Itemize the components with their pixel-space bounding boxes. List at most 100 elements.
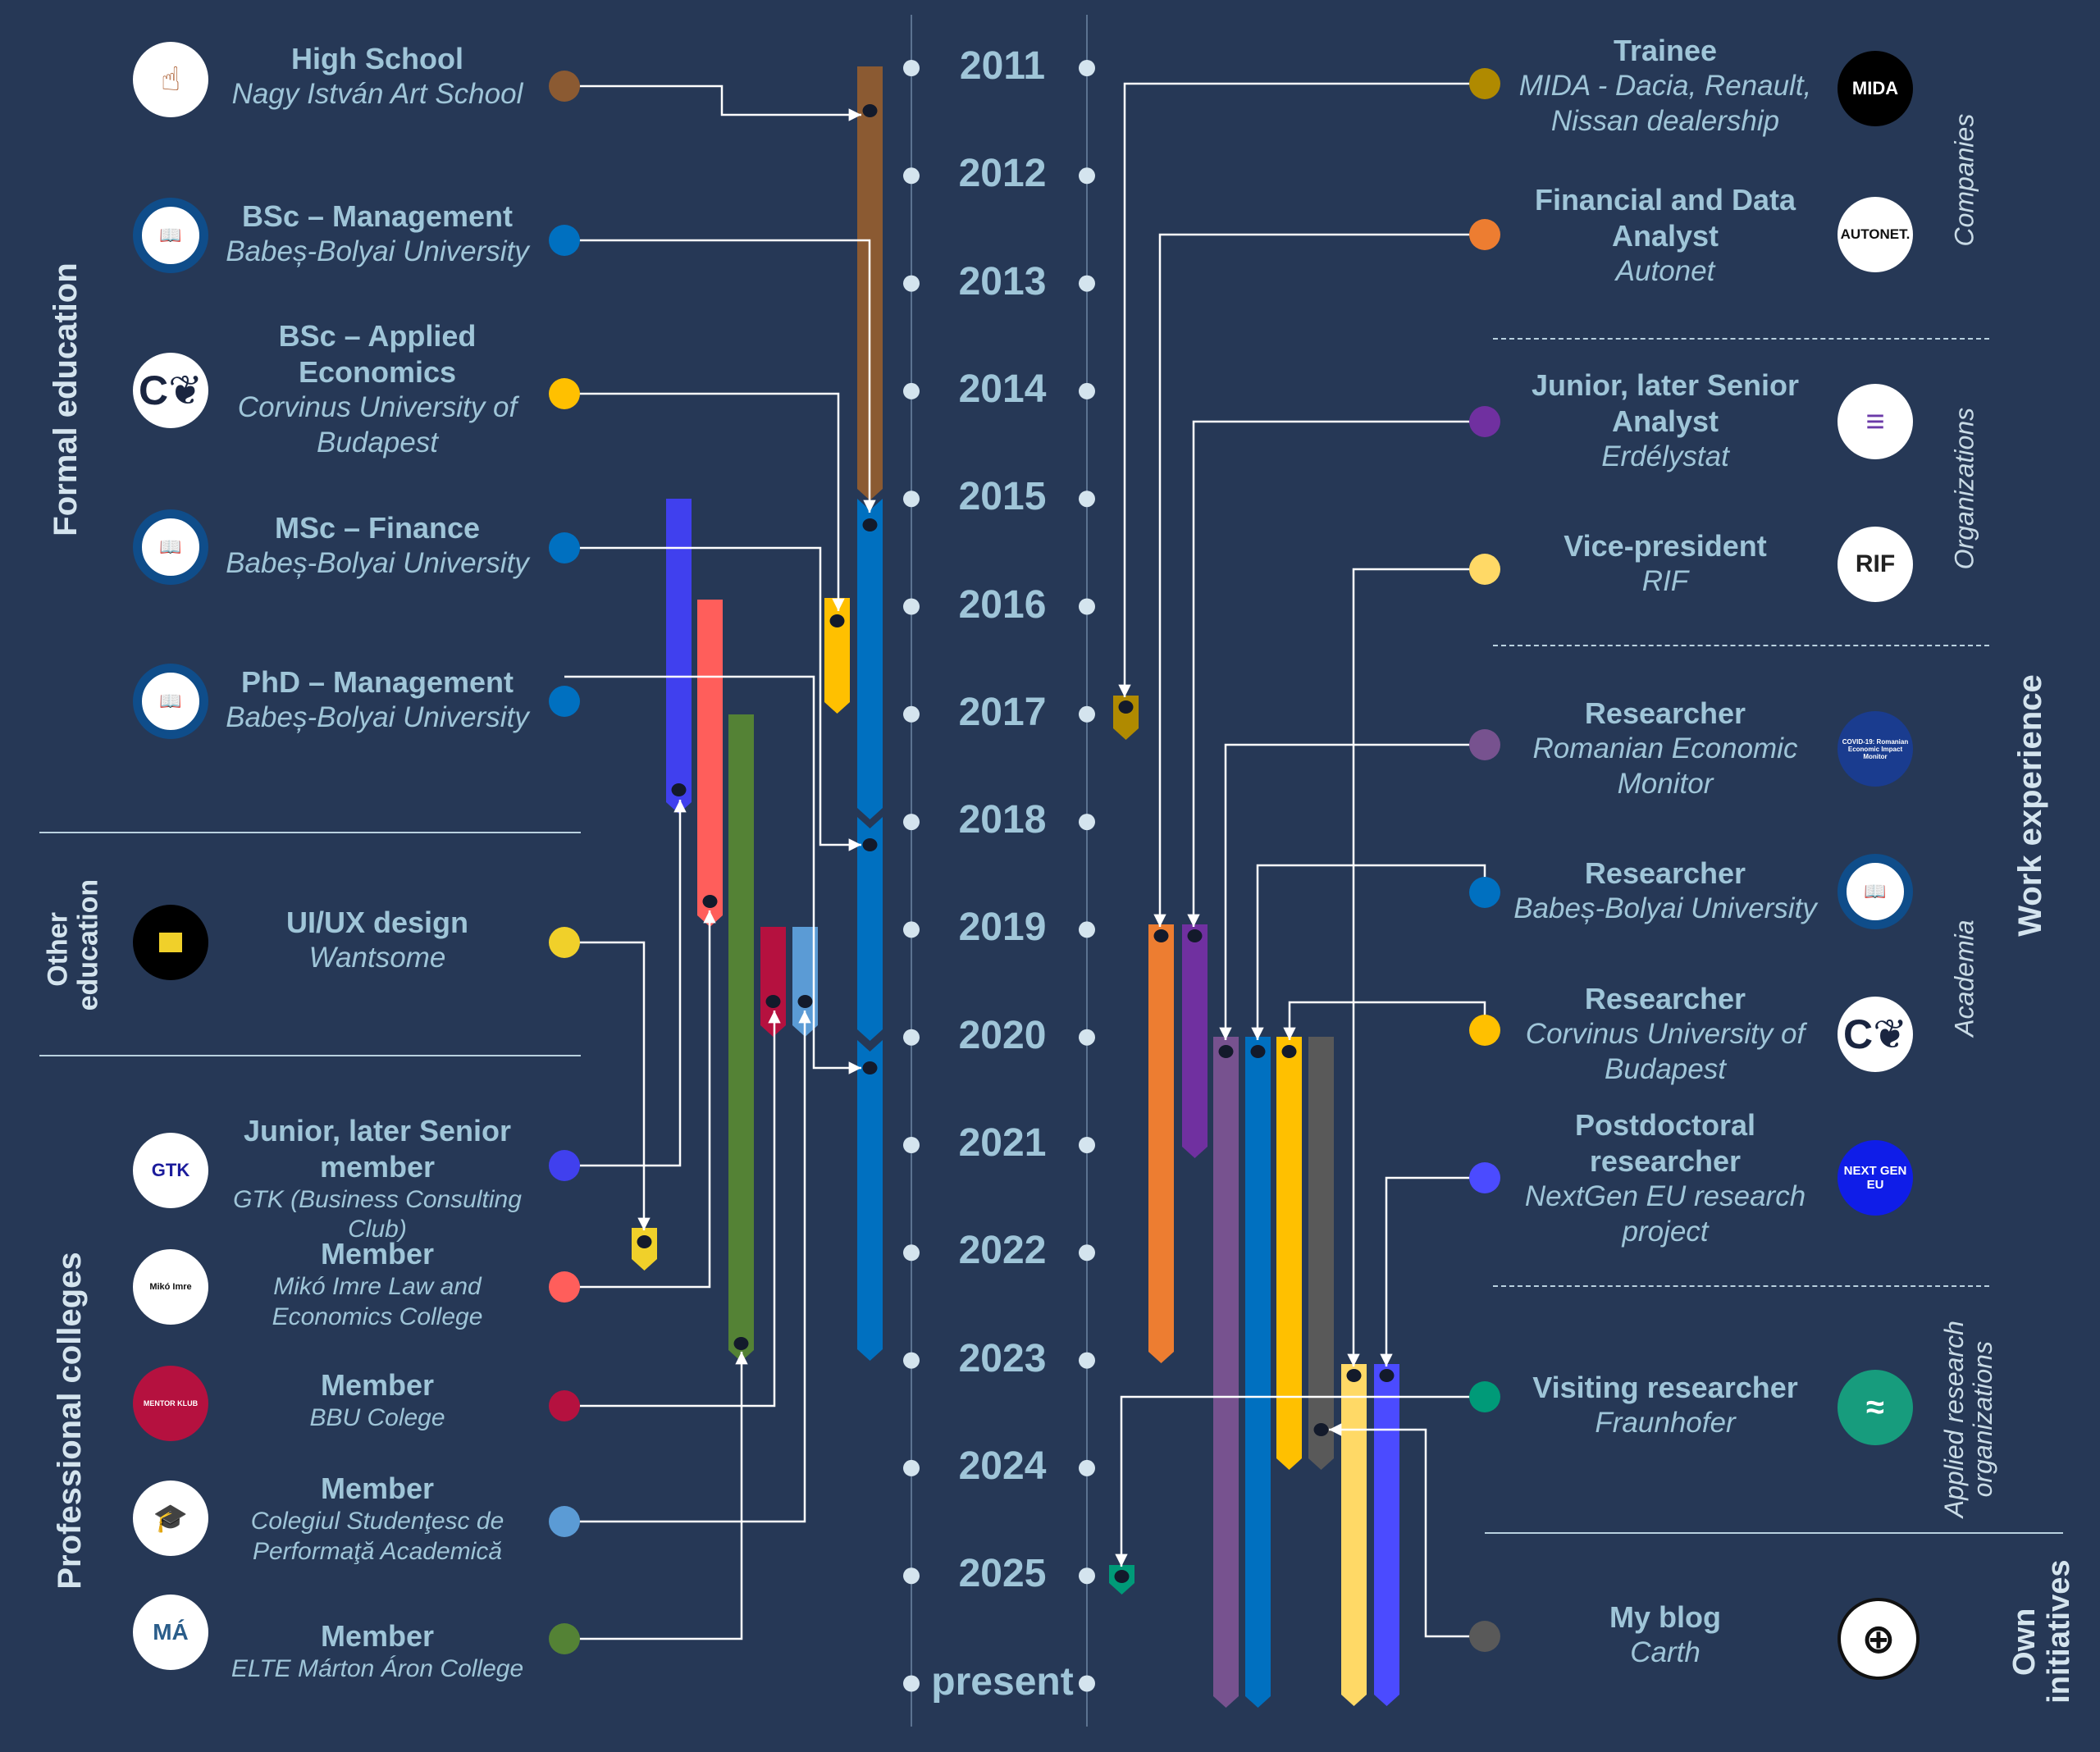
bar-marker — [1281, 1045, 1297, 1058]
bar-bsc-applied-economics — [824, 598, 850, 714]
tick-dot-left — [903, 1029, 920, 1046]
connector-rem — [1224, 743, 1485, 1040]
connector-arrow-icon — [848, 108, 861, 121]
connector-dot-bsc-mgmt — [549, 225, 580, 256]
connector-miko — [564, 910, 711, 1289]
connector-arrow-icon — [1219, 1027, 1232, 1040]
year-label: 2018 — [958, 798, 1047, 842]
tick-dot-right — [1079, 1459, 1095, 1476]
autonet-logo-icon: AUTONET. — [1838, 197, 1913, 272]
connector-arrow-icon — [1153, 914, 1166, 927]
connector-arrow-icon — [673, 800, 687, 813]
bar-marker — [829, 614, 845, 627]
connector-bbu-researcher — [1256, 864, 1486, 1040]
entry-subtitle: Autonet — [1615, 254, 1715, 287]
entry-elte: Member ELTE Márton Áron College — [221, 1618, 533, 1685]
connector-nextgen — [1385, 1176, 1485, 1366]
bar-rif — [1341, 1364, 1367, 1706]
entry-blog: My blog Carth — [1518, 1599, 1813, 1671]
wantsome-icon — [133, 905, 208, 980]
year-label: 2024 — [958, 1444, 1047, 1488]
entry-subtitle: Mikó Imre Law and Economics College — [272, 1272, 483, 1330]
bbu-seal-icon: 📖 — [1838, 854, 1913, 929]
entry-subtitle: NextGen EU research project — [1524, 1179, 1806, 1248]
entry-title: Postdoctoral researcher — [1574, 1108, 1756, 1178]
connector-mida — [1123, 82, 1485, 697]
entry-subtitle: Babeș-Bolyai University — [1513, 892, 1817, 924]
tick-dot-right — [1079, 1244, 1095, 1262]
section-work-experience: Work experience — [2012, 674, 2048, 937]
connector-dot-corvinus-res — [1469, 1015, 1500, 1046]
section-other-education: Other education — [43, 859, 105, 1039]
entry-title: Junior, later Senior Analyst — [1531, 368, 1800, 438]
year-label: 2019 — [958, 906, 1047, 950]
year-label: 2013 — [958, 259, 1047, 303]
bar-gtk — [666, 499, 692, 814]
entry-subtitle: RIF — [1641, 564, 1689, 597]
entry-subtitle: Babeș-Bolyai University — [226, 546, 529, 579]
connector-dot-highschool — [549, 71, 580, 102]
connector-bsc-applied-economics — [564, 392, 840, 611]
bar-nextgen — [1374, 1364, 1399, 1706]
tick-dot-left — [903, 814, 920, 831]
year-label: 2020 — [958, 1013, 1047, 1057]
year-label: 2022 — [958, 1229, 1047, 1273]
tick-dot-left — [903, 921, 920, 938]
bbu-seal-icon: 📖 — [133, 664, 208, 739]
connector-arrow-icon — [848, 838, 861, 851]
tick-dot-right — [1079, 921, 1095, 938]
tick-dot-left — [903, 1352, 920, 1369]
connector-dot-bbu-colege — [549, 1390, 580, 1421]
bar-marker — [862, 1061, 878, 1074]
bar-marker — [862, 104, 878, 117]
section-academia: Academia — [1949, 919, 1979, 1037]
entry-title: UI/UX design — [285, 906, 469, 939]
entry-uiux: UI/UX design Wantsome — [246, 905, 509, 976]
connector-arrow-icon — [1115, 1554, 1128, 1567]
bar-marker — [765, 995, 781, 1008]
entry-title: Trainee — [1613, 34, 1718, 67]
tick-dot-left — [903, 598, 920, 615]
entry-fraunhofer: Visiting researcher Fraunhofer — [1501, 1370, 1829, 1441]
connector-arrow-icon — [863, 500, 876, 513]
year-label: 2014 — [958, 367, 1047, 411]
entry-subtitle: Corvinus University of Budapest — [1525, 1017, 1806, 1085]
bar-phd-management — [857, 1040, 883, 1361]
connector-arrow-icon — [1283, 1027, 1296, 1040]
entry-title: Member — [320, 1368, 435, 1402]
entry-nextgen: Postdoctoral researcher NextGen EU resear… — [1501, 1107, 1829, 1249]
bbu-seal-icon: 📖 — [133, 509, 208, 585]
connector-dot-mida — [1469, 68, 1500, 99]
bar-marker — [862, 518, 878, 532]
bar-marker — [702, 895, 718, 908]
bar-elte — [728, 714, 754, 1362]
entry-erdelystat: Junior, later Senior Analyst Erdélystat — [1518, 367, 1813, 475]
entry-autonet: Financial and Data Analyst Autonet — [1518, 182, 1813, 290]
tick-dot-left — [903, 275, 920, 292]
connector-arrow-icon — [768, 1011, 781, 1024]
bar-miko-imre — [697, 600, 723, 927]
bar-erdelystat — [1182, 924, 1208, 1158]
section-formal-education: Formal education — [48, 262, 84, 536]
entry-title: Visiting researcher — [1532, 1371, 1798, 1404]
tick-dot-left — [903, 1244, 920, 1262]
year-label: 2011 — [959, 44, 1046, 88]
entry-subtitle: Fraunhofer — [1595, 1406, 1736, 1439]
connector-dot-phd — [549, 686, 580, 717]
bar-marker — [1346, 1369, 1362, 1382]
connector-arrow-icon — [637, 1217, 651, 1230]
connector-gtk — [564, 800, 682, 1167]
connector-arrow-icon — [703, 910, 716, 924]
connector-dot-bsc-econ — [549, 378, 580, 409]
entry-bsc-econ: BSc – Applied Economics Corvinus Universi… — [221, 318, 533, 460]
connector-dot-uiux — [549, 927, 580, 958]
tick-dot-right — [1079, 1567, 1095, 1585]
miko-imre-icon: Mikó Imre — [133, 1249, 208, 1325]
entry-highschool: High School Nagy István Art School — [221, 41, 533, 112]
tick-dot-right — [1079, 382, 1095, 399]
entry-title: Financial and Data Analyst — [1534, 183, 1796, 253]
entry-subtitle: Wantsome — [308, 941, 446, 974]
connector-corvinus-researcher — [1288, 1001, 1486, 1040]
connector-dot-miko — [549, 1271, 580, 1303]
